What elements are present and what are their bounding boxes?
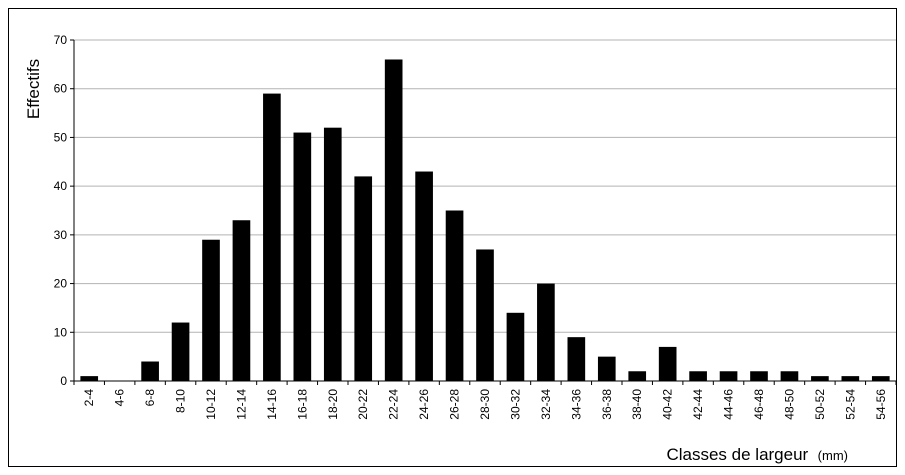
x-tick-label-38-40: 38-40 (630, 389, 644, 420)
x-tick-label-18-20: 18-20 (326, 389, 340, 420)
x-tick-labels: 2-4 4-6 6-8 8-10 10-12 12-14 14-16 16-18 18-20 20… (73, 381, 897, 420)
x-tick-label-8-10: 8-10 (174, 389, 188, 413)
y-tick-label-0: 0 (60, 374, 67, 388)
x-tick-label-52-54: 52-54 (843, 389, 857, 420)
bar-36-38 (597, 356, 616, 381)
x-tick-label-40-42: 40-42 (661, 389, 675, 420)
x-tick-label-54-56: 54-56 (874, 389, 888, 420)
bars (80, 59, 890, 381)
bar-32-34 (537, 283, 555, 381)
bar-8-10 (171, 322, 190, 381)
bar-50-52 (811, 376, 829, 381)
bar-52-54 (841, 376, 860, 381)
x-tick-label-6-8: 6-8 (143, 389, 157, 407)
bar-42-44 (689, 371, 707, 381)
x-axis-label: Classes de largeur (mm) (666, 445, 848, 464)
bar-34-36 (567, 337, 586, 381)
bar-38-40 (628, 371, 647, 381)
x-tick-label-12-14: 12-14 (234, 389, 248, 420)
x-tick-label-46-48: 46-48 (752, 389, 766, 420)
bar-6-8 (141, 361, 159, 381)
x-tick-label-48-50: 48-50 (782, 389, 796, 420)
bar-54-56 (871, 376, 890, 381)
bar-48-50 (780, 371, 799, 381)
bar-18-20 (323, 127, 342, 381)
x-tick-label-32-34: 32-34 (539, 389, 553, 420)
y-tick-label-30: 30 (54, 228, 68, 242)
y-tick-label-60: 60 (54, 82, 68, 96)
x-axis-label-text: Classes de largeur (666, 445, 808, 464)
bar-24-26 (415, 171, 433, 381)
bar-14-16 (263, 93, 281, 381)
bar-16-18 (293, 132, 312, 381)
y-tick-label-70: 70 (54, 33, 68, 47)
x-tick-label-28-30: 28-30 (478, 389, 492, 420)
bar-22-24 (384, 59, 403, 381)
bar-26-28 (445, 210, 464, 381)
x-tick-label-16-18: 16-18 (295, 389, 309, 420)
x-tick-label-14-16: 14-16 (265, 389, 279, 420)
y-tick-label-40: 40 (54, 179, 68, 193)
axes (73, 40, 896, 382)
bar-12-14 (232, 220, 251, 381)
x-tick-label-20-22: 20-22 (356, 389, 370, 420)
bar-30-32 (506, 312, 525, 381)
x-tick-label-50-52: 50-52 (813, 389, 827, 420)
y-axis-label: Effectifs (24, 59, 43, 119)
x-tick-label-26-28: 26-28 (448, 389, 462, 420)
x-tick-label-10-12: 10-12 (204, 389, 218, 420)
x-tick-label-4-6: 4-6 (113, 389, 127, 407)
y-tick-label-10: 10 (54, 325, 68, 339)
x-axis-label-unit: (mm) (818, 448, 848, 463)
x-tick-label-30-32: 30-32 (508, 389, 522, 420)
x-tick-label-34-36: 34-36 (569, 389, 583, 420)
x-tick-label-44-46: 44-46 (722, 389, 736, 420)
bar-20-22 (354, 176, 373, 381)
x-tick-label-22-24: 22-24 (387, 389, 401, 420)
y-tick-label-20: 20 (54, 277, 68, 291)
bar-46-48 (750, 371, 768, 381)
bar-10-12 (202, 239, 220, 381)
bar-28-30 (476, 249, 494, 381)
y-tick-labels: 0 10 20 30 40 50 60 70 (54, 33, 74, 388)
x-tick-label-2-4: 2-4 (82, 389, 96, 407)
bar-40-42 (658, 346, 677, 381)
bar-44-46 (719, 371, 738, 381)
x-tick-label-36-38: 36-38 (600, 389, 614, 420)
x-tick-label-42-44: 42-44 (691, 389, 705, 420)
bar-2-4 (80, 376, 99, 381)
x-tick-label-24-26: 24-26 (417, 389, 431, 420)
y-tick-label-50: 50 (54, 130, 68, 144)
